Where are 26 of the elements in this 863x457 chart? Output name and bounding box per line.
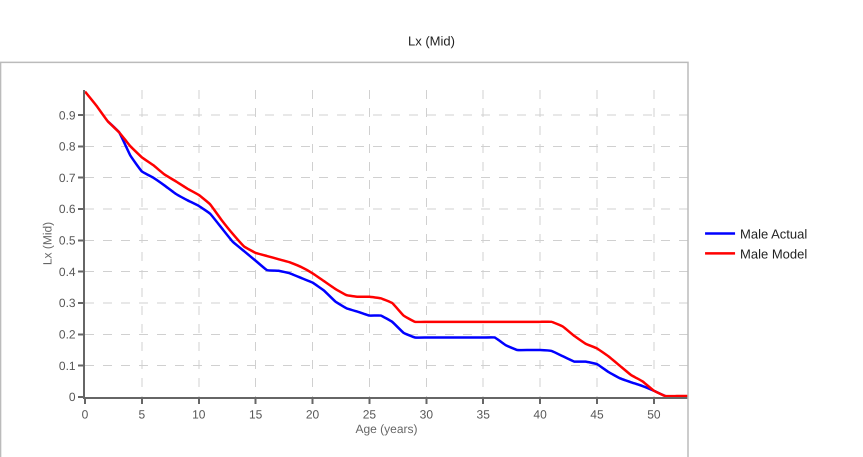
y-tick-label: 0.8 xyxy=(58,140,76,154)
x-tick-label: 25 xyxy=(362,407,376,422)
x-tick-label: 45 xyxy=(590,407,604,422)
y-tick-label: 0.1 xyxy=(58,358,76,373)
x-tick-label: 15 xyxy=(248,407,263,422)
x-tick-label: 0 xyxy=(82,407,89,422)
y-tick-label: 0.6 xyxy=(58,202,76,216)
y-tick-label: 0.9 xyxy=(58,108,76,122)
legend-label: Male Model xyxy=(740,246,808,262)
y-tick-label: 0.2 xyxy=(58,328,76,342)
y-axis-title: Lx (Mid) xyxy=(40,222,55,266)
x-tick-label: 20 xyxy=(306,407,320,422)
x-tick-label: 35 xyxy=(476,407,490,422)
x-tick-label: 10 xyxy=(192,407,206,422)
y-tick-label: 0.4 xyxy=(58,264,76,279)
y-tick-label: 0.3 xyxy=(58,296,76,310)
x-tick-label: 50 xyxy=(647,407,661,422)
y-tick-label: 0.5 xyxy=(58,234,76,248)
x-tick-label: 30 xyxy=(420,407,434,422)
x-tick-label: 5 xyxy=(138,407,146,422)
y-tick-label: 0.7 xyxy=(58,170,76,185)
x-axis-title: Age (years) xyxy=(355,422,418,436)
chart-title: Lx (Mid) xyxy=(408,34,455,49)
y-tick-label: 0 xyxy=(68,390,76,404)
legend-label: Male Actual xyxy=(740,226,808,242)
x-tick-label: 40 xyxy=(533,407,548,422)
